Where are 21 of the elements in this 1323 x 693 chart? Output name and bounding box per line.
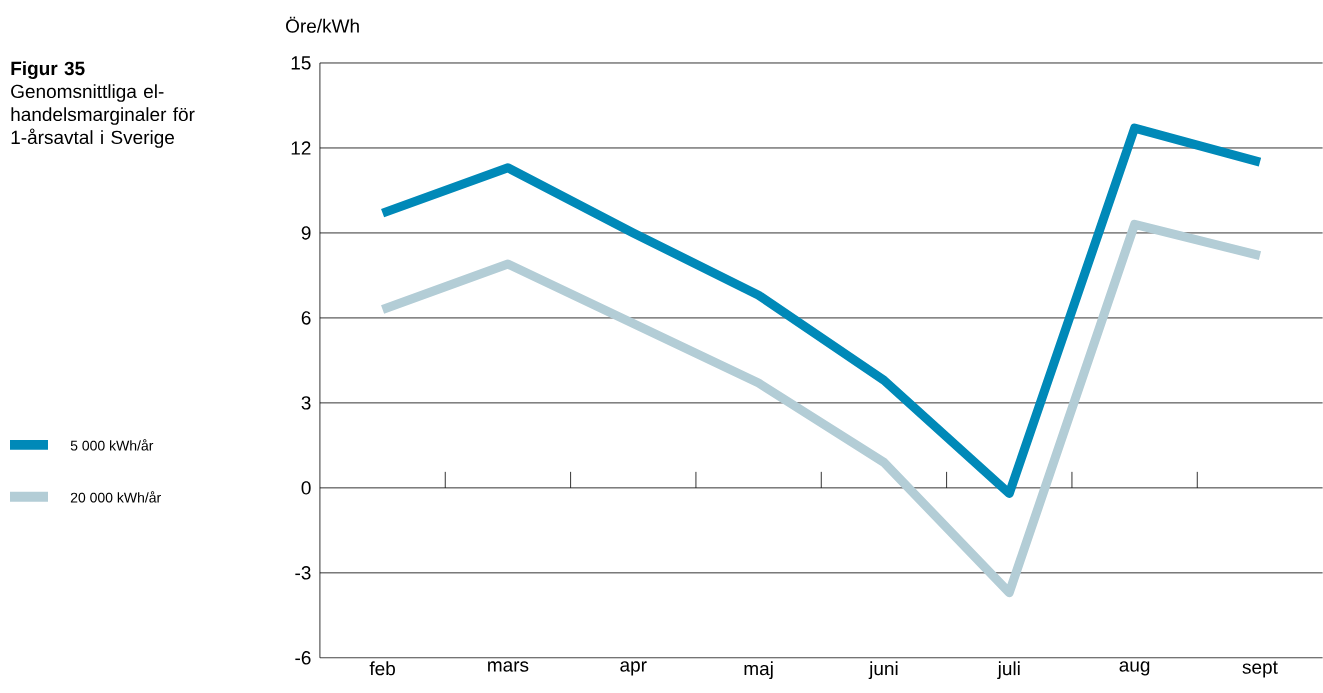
y-tick-label: 3 — [301, 396, 311, 410]
legend-label: 5 000 kWh/år — [70, 439, 154, 451]
y-tick-label: 6 — [301, 311, 311, 325]
x-tick-label: mars — [488, 661, 529, 672]
text: Figur 35 — [11, 61, 85, 80]
x-tick-label: sept — [1242, 661, 1278, 678]
x-tick-label: maj — [744, 661, 773, 680]
x-tick-label: feb — [369, 661, 395, 676]
y-tick-label: 9 — [301, 226, 311, 240]
y-tick-label: -3 — [295, 566, 311, 580]
x-tick-label: juli — [997, 661, 1020, 680]
x-tick-label: aug — [1119, 661, 1150, 676]
y-tick-label: -6 — [295, 651, 311, 665]
legend-label: 20 000 kWh/år — [70, 491, 161, 503]
y-axis-title: Öre/kWh — [286, 16, 359, 33]
y-tick-label: 0 — [301, 481, 311, 495]
text: Genomsnittliga el-handelsmarginaler för 1-årsavtal i Sverige — [11, 84, 195, 148]
y-tick-label: 12 — [291, 141, 311, 155]
y-tick-label: 15 — [291, 56, 311, 70]
x-tick-label: apr — [620, 661, 647, 676]
x-tick-label: juni — [868, 661, 898, 680]
